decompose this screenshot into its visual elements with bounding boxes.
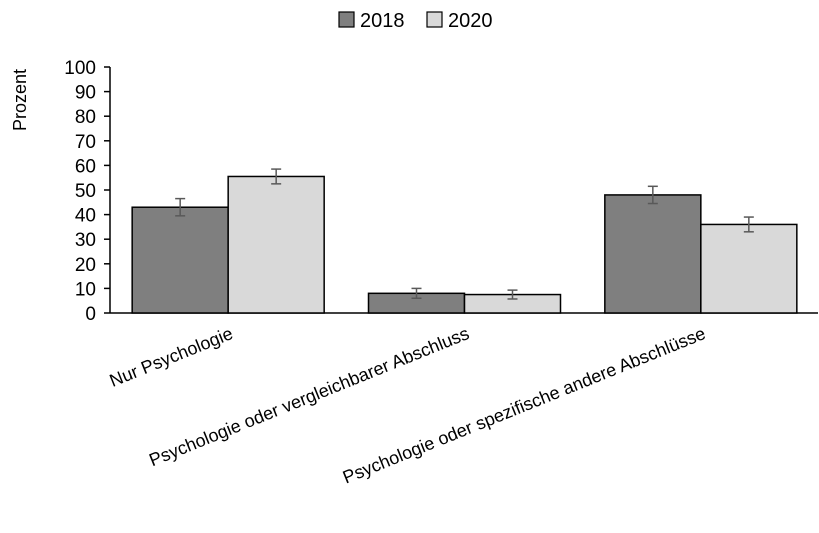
error-bar-2018-2: [411, 287, 422, 299]
y-tick-label: 20: [75, 255, 96, 276]
y-tick-label: 50: [75, 181, 96, 202]
y-tick-label: 90: [75, 83, 96, 104]
error-bar-2020-3: [743, 216, 754, 233]
bar-2018-1: [131, 206, 229, 314]
y-tick-label: 40: [75, 206, 96, 227]
y-tick-label: 10: [75, 279, 96, 300]
legend-swatch: [338, 11, 355, 28]
category-label-1: Nur Psychologie: [107, 323, 236, 391]
legend: 2018 2020: [338, 10, 493, 32]
bar-2020-1: [227, 175, 325, 314]
bar-2018-3: [604, 194, 702, 314]
legend-swatch: [426, 11, 443, 28]
y-axis: 0 10 20 30 40 50 60 70 80 90 100: [64, 58, 111, 325]
bars: [131, 175, 798, 314]
y-tick-label: 60: [75, 156, 96, 177]
error-bars: [175, 168, 754, 300]
bar-2020-3: [700, 223, 798, 314]
y-tick-label: 0: [85, 304, 96, 325]
error-bar-2020-1: [271, 168, 282, 185]
legend-label: 2020: [448, 10, 493, 32]
y-tick-label: 30: [75, 230, 96, 251]
error-bar-2018-3: [647, 185, 658, 205]
y-tick-label: 100: [64, 58, 96, 79]
legend-label: 2018: [360, 10, 405, 32]
category-label-3: Psychologie oder spezifische andere Absc…: [340, 323, 708, 487]
error-bar-2018-1: [175, 197, 186, 217]
legend-item-2020: 2020: [426, 10, 493, 32]
y-tick-label: 70: [75, 132, 96, 153]
y-tick-label: 80: [75, 107, 96, 128]
y-axis-label: Prozent: [10, 69, 30, 131]
legend-item-2018: 2018: [338, 10, 405, 32]
error-bar-2020-2: [507, 289, 518, 300]
